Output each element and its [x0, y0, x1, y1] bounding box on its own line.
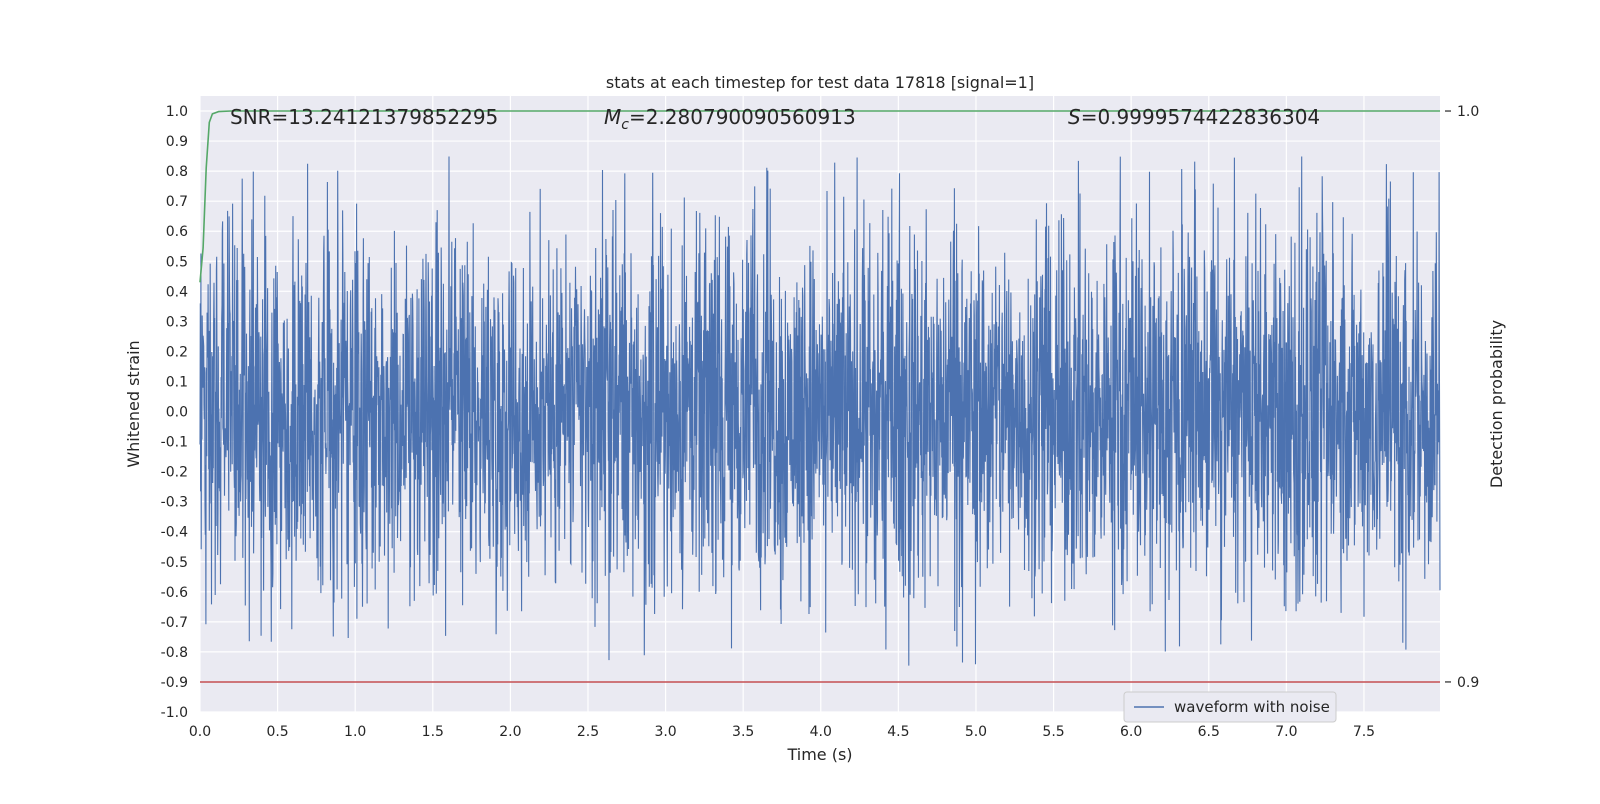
detection-probability-line: [199, 110, 1440, 283]
y-tick-label: 0.6: [166, 224, 188, 240]
y-tick-label: 0.3: [166, 314, 188, 330]
x-tick-label: 1.5: [422, 724, 444, 740]
y-axis-label: Whitened strain: [124, 340, 143, 467]
detection-statistic-annotation: S=0.9999574422836304: [1068, 105, 1320, 129]
right-axis-label: Detection probability: [1487, 320, 1506, 488]
y-tick-label: 0.0: [166, 405, 188, 421]
y-tick-label: -1.0: [161, 705, 188, 721]
legend-label-waveform: waveform with noise: [1174, 698, 1330, 716]
x-tick-label: 2.5: [577, 724, 599, 740]
x-tick-label: 6.5: [1198, 724, 1220, 740]
x-tick-label: 5.0: [965, 724, 987, 740]
y-tick-label: -0.3: [161, 495, 188, 511]
y-tick-label: -0.8: [161, 645, 188, 661]
y-tick-label: 0.2: [166, 344, 188, 360]
x-tick-label: 7.0: [1275, 724, 1297, 740]
right-tick-label: 0.9: [1457, 675, 1479, 691]
y-tick-label: 0.8: [166, 164, 188, 180]
y-tick-label: -0.7: [161, 615, 188, 631]
x-axis-label: Time (s): [786, 745, 852, 764]
x-tick-label: 3.0: [654, 724, 676, 740]
x-tick-label: 4.5: [887, 724, 909, 740]
x-tick-label: 2.0: [499, 724, 521, 740]
y-tick-label: 0.4: [166, 284, 188, 300]
right-tick-label: 1.0: [1457, 104, 1479, 120]
legend-box: [1123, 691, 1337, 723]
y-tick-label: 0.9: [166, 134, 188, 150]
x-tick-label: 0.0: [189, 724, 211, 740]
y-tick-label: 1.0: [166, 104, 188, 120]
y-tick-label: -0.4: [161, 525, 188, 541]
chart-title: stats at each timestep for test data 178…: [606, 73, 1034, 92]
detection-statistic-symbol: S: [1068, 105, 1081, 129]
x-axis-ticks: 0.0 0.5 1.0 1.5 2.0 2.5 3.0 3.5 4.0 4.5 5.0 5.5 6.0 6…: [189, 724, 1375, 740]
y-tick-label: 0.7: [166, 194, 188, 210]
snr-annotation: SNR=13.24121379852295: [230, 105, 498, 129]
y-tick-label: -0.2: [161, 465, 188, 481]
chirp-mass-subscript: c: [621, 117, 629, 133]
x-tick-label: 6.0: [1120, 724, 1142, 740]
x-tick-label: 1.0: [344, 724, 366, 740]
waveform-line: [199, 156, 1441, 666]
x-tick-label: 5.5: [1042, 724, 1064, 740]
waveform-series: [199, 156, 1441, 666]
y-tick-label: 0.5: [166, 254, 188, 270]
right-axis-ticks: 0.9 1.0: [1445, 104, 1479, 691]
y-tick-label: -0.6: [161, 585, 188, 601]
x-tick-label: 3.5: [732, 724, 754, 740]
x-tick-label: 0.5: [266, 724, 288, 740]
x-tick-label: 7.5: [1353, 724, 1375, 740]
probability-series: [199, 110, 1440, 683]
y-tick-label: -0.5: [161, 555, 188, 571]
chirp-mass-value: =2.280790090560913: [629, 105, 856, 129]
y-tick-label: -0.1: [161, 435, 188, 451]
legend: waveform with noise: [1123, 691, 1337, 723]
y-axis-ticks: -1.0 -0.9 -0.8 -0.7 -0.6 -0.5 -0.4 -0.3 -0.2 -0.1…: [161, 104, 188, 721]
y-tick-label: 0.1: [166, 374, 188, 390]
x-tick-label: 4.0: [810, 724, 832, 740]
chirp-mass-symbol: M: [604, 105, 621, 129]
detection-statistic-value: =0.9999574422836304: [1081, 105, 1320, 129]
y-tick-label: -0.9: [161, 675, 188, 691]
chirp-mass-annotation: Mc=2.280790090560913: [604, 105, 856, 133]
